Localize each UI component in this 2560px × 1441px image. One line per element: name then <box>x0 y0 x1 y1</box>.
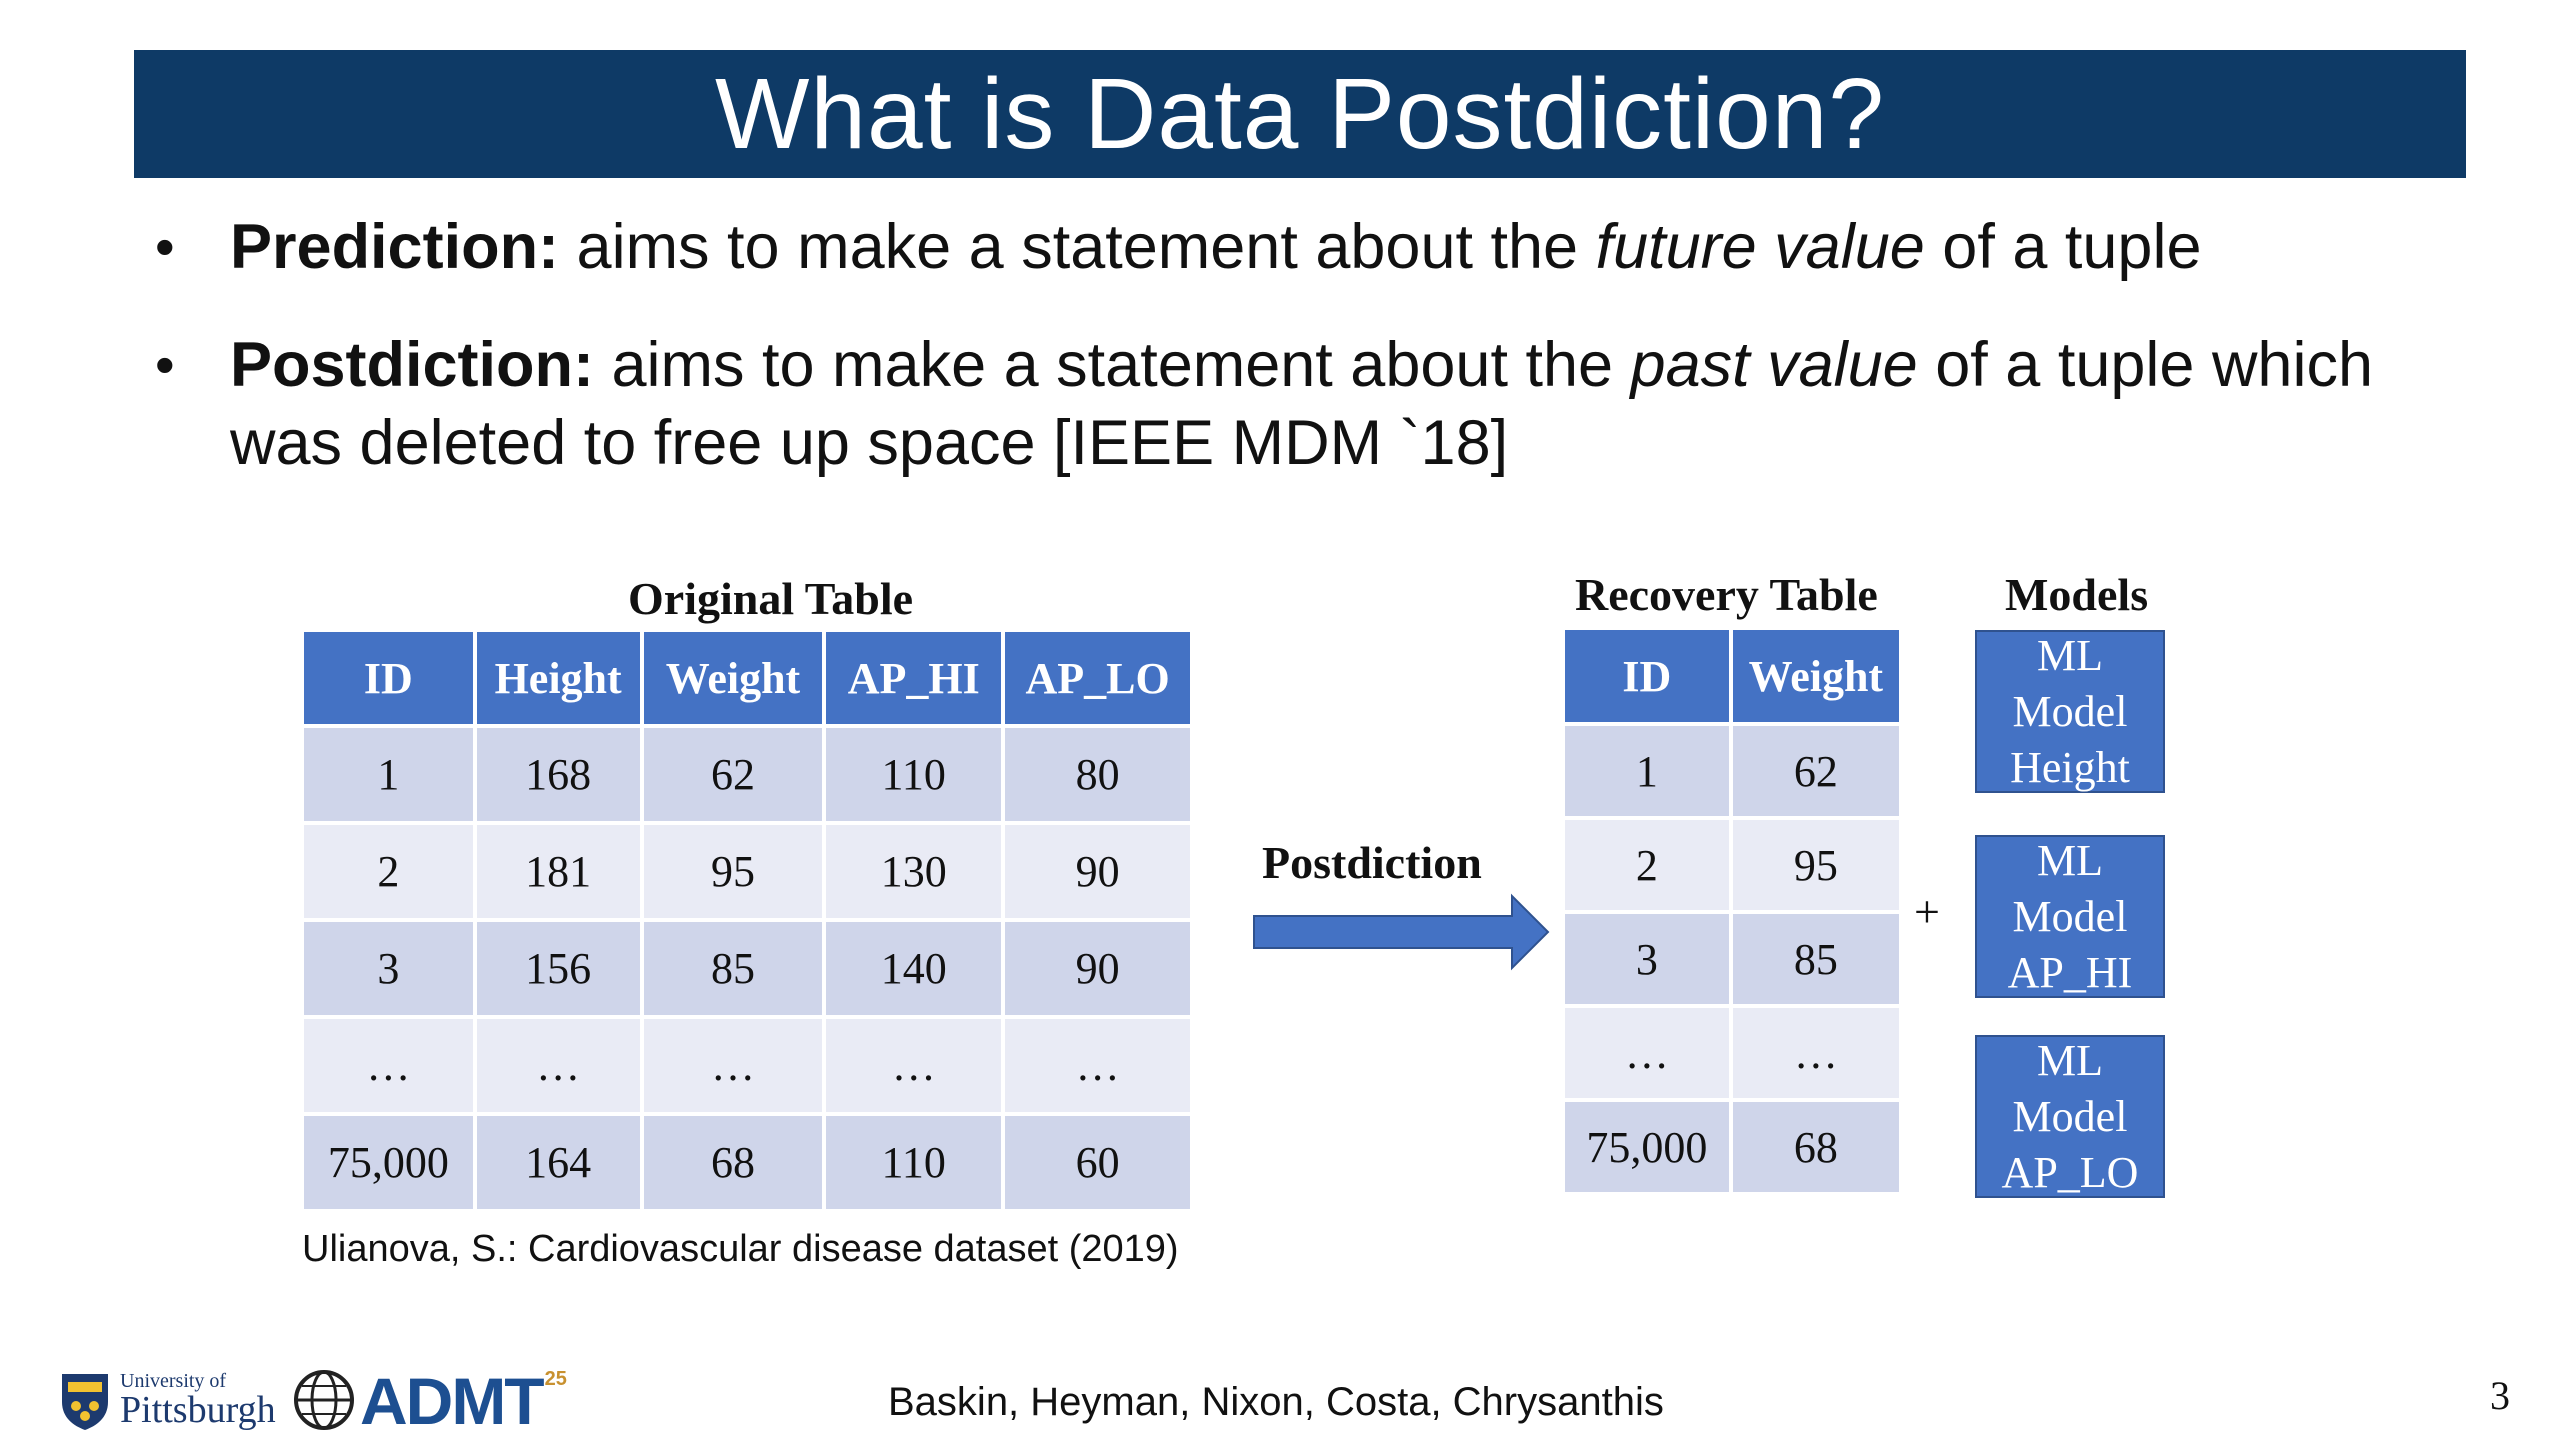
table-row: 1 168 62 110 80 <box>304 728 1190 825</box>
table-cell: … <box>1565 1008 1733 1102</box>
admt-logo-sup: 25 <box>544 1368 567 1390</box>
pitt-logo-small-text: University of <box>120 1370 227 1392</box>
table-cell: 110 <box>826 728 1006 825</box>
model-box-ap-hi: ML Model AP_HI <box>1975 835 2165 998</box>
original-table: ID Height Weight AP_HI AP_LO 1 168 62 11… <box>304 632 1190 1213</box>
bullet-prediction: Prediction: aims to make a statement abo… <box>155 208 2455 286</box>
table-cell: 140 <box>826 922 1006 1019</box>
table-cell: 62 <box>1732 726 1899 820</box>
model-line: ML <box>2037 835 2103 885</box>
title-bar: What is Data Postdiction? <box>134 50 2466 178</box>
model-box-ap-lo: ML Model AP_LO <box>1975 1035 2165 1198</box>
table-header-row: ID Weight <box>1565 630 1899 726</box>
table-cell: 95 <box>1732 820 1899 914</box>
model-line: AP_HI <box>2007 947 2133 997</box>
table-cell: … <box>1005 1019 1190 1116</box>
table-cell: 68 <box>1732 1102 1899 1196</box>
slide-title: What is Data Postdiction? <box>715 57 1885 170</box>
table-cell: 3 <box>304 922 477 1019</box>
table-header-cell: Weight <box>1732 630 1899 726</box>
table-row: 2 95 <box>1565 820 1899 914</box>
model-line: Model <box>2012 891 2128 941</box>
table-cell: 80 <box>1005 728 1190 825</box>
table-cell: 1 <box>1565 726 1733 820</box>
table-row: 3 156 85 140 90 <box>304 922 1190 1019</box>
table-cell: 62 <box>643 728 827 825</box>
table-row: 75,000 68 <box>1565 1102 1899 1196</box>
bullet-postdiction: Postdiction: aims to make a statement ab… <box>155 326 2455 482</box>
bullet-text-pre: aims to make a statement about the <box>593 330 1631 400</box>
right-arrow-icon <box>1253 893 1550 971</box>
table-cell: 2 <box>304 825 477 922</box>
table-cell: … <box>826 1019 1006 1116</box>
bullet-text-italic: past value <box>1630 330 1918 400</box>
table-header-row: ID Height Weight AP_HI AP_LO <box>304 632 1190 728</box>
bullet-text-post: of a tuple which was deleted to free up … <box>230 330 2374 478</box>
model-line: ML <box>2037 1035 2103 1085</box>
table-row: 3 85 <box>1565 914 1899 1008</box>
pitt-logo: University of Pittsburgh <box>58 1368 276 1432</box>
admt-globe-icon <box>294 1370 354 1430</box>
admt-logo-text: ADMT <box>360 1364 545 1438</box>
table-header-cell: ID <box>304 632 477 728</box>
table-cell: 90 <box>1005 825 1190 922</box>
table-cell: … <box>304 1019 477 1116</box>
table-row: … … … … … <box>304 1019 1190 1116</box>
model-line: ML <box>2037 630 2103 680</box>
recovery-table-caption: Recovery Table <box>1575 569 1878 620</box>
table-cell: 168 <box>476 728 644 825</box>
model-line: Model <box>2012 1091 2128 1141</box>
table-row: 75,000 164 68 110 60 <box>304 1116 1190 1213</box>
bullet-text-pre: aims to make a statement about the <box>559 212 1596 282</box>
table-cell: … <box>476 1019 644 1116</box>
dataset-citation: Ulianova, S.: Cardiovascular disease dat… <box>302 1228 1179 1270</box>
table-cell: 156 <box>476 922 644 1019</box>
table-cell: 110 <box>826 1116 1006 1213</box>
bullet-list: Prediction: aims to make a statement abo… <box>155 208 2455 522</box>
table-cell: 2 <box>1565 820 1733 914</box>
pitt-shield-icon <box>62 1374 108 1430</box>
page-number: 3 <box>2490 1373 2510 1418</box>
table-header-cell: AP_HI <box>826 632 1006 728</box>
admt-logo: ADMT 25 <box>292 1368 567 1434</box>
table-cell: 95 <box>643 825 827 922</box>
table-cell: 75,000 <box>304 1116 477 1213</box>
models-caption: Models <box>2005 569 2149 620</box>
table-cell: 164 <box>476 1116 644 1213</box>
table-header-cell: Height <box>476 632 644 728</box>
bullet-text-italic: future value <box>1595 212 1925 282</box>
table-cell: 68 <box>643 1116 827 1213</box>
table-cell: … <box>1732 1008 1899 1102</box>
table-cell: 1 <box>304 728 477 825</box>
recovery-table: ID Weight 1 62 2 95 3 85 … … 75,000 68 <box>1565 630 1899 1196</box>
table-cell: 181 <box>476 825 644 922</box>
table-cell: 60 <box>1005 1116 1190 1213</box>
model-line: Height <box>2010 742 2130 792</box>
bullet-text-post: of a tuple <box>1924 212 2202 282</box>
table-cell: 85 <box>1732 914 1899 1008</box>
table-header-cell: AP_LO <box>1005 632 1190 728</box>
table-header-cell: ID <box>1565 630 1733 726</box>
pitt-logo-big-text: Pittsburgh <box>120 1389 276 1431</box>
table-cell: … <box>643 1019 827 1116</box>
table-cell: 130 <box>826 825 1006 922</box>
model-box-height: ML Model Height <box>1975 630 2165 793</box>
postdiction-arrow-label: Postdiction <box>1262 837 1482 888</box>
table-cell: 75,000 <box>1565 1102 1733 1196</box>
table-header-cell: Weight <box>643 632 827 728</box>
plus-sign: + <box>1914 886 1940 937</box>
model-line: Model <box>2012 686 2128 736</box>
table-row: … … <box>1565 1008 1899 1102</box>
table-row: 2 181 95 130 90 <box>304 825 1190 922</box>
table-cell: 90 <box>1005 922 1190 1019</box>
table-row: 1 62 <box>1565 726 1899 820</box>
footer-authors: Baskin, Heyman, Nixon, Costa, Chrysanthi… <box>888 1380 1664 1424</box>
bullet-term: Postdiction: <box>230 330 594 400</box>
original-table-caption: Original Table <box>628 573 914 624</box>
table-cell: 3 <box>1565 914 1733 1008</box>
table-cell: 85 <box>643 922 827 1019</box>
bullet-term: Prediction: <box>230 212 560 282</box>
model-line: AP_LO <box>2001 1147 2139 1197</box>
